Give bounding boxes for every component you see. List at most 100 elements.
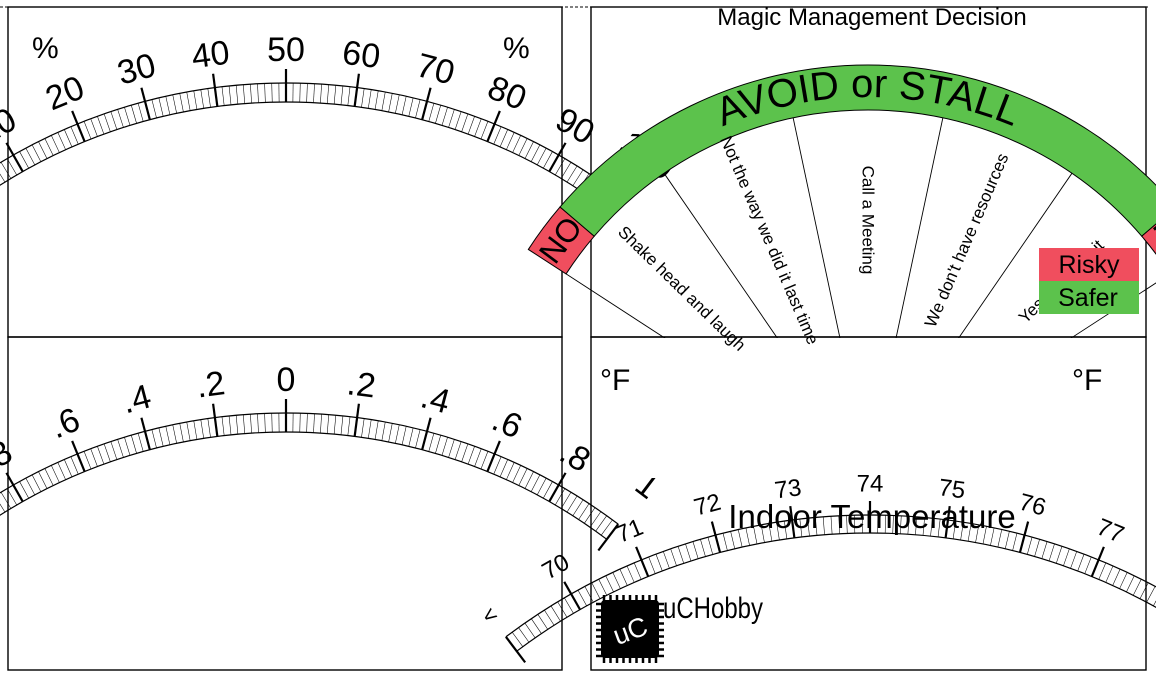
- minor-tick: [320, 414, 322, 434]
- major-tick: [421, 87, 432, 120]
- minor-tick: [1041, 541, 1048, 559]
- minor-tick: [518, 468, 528, 486]
- minor-tick: [589, 511, 602, 528]
- minor-tick: [51, 465, 60, 483]
- minor-ticks: [0, 413, 613, 536]
- minor-tick: [722, 533, 728, 551]
- minor-tick: [374, 420, 379, 440]
- uchobby-logo: uC uCHobby: [596, 590, 763, 663]
- minor-tick: [38, 471, 48, 489]
- minor-tick: [1012, 533, 1018, 551]
- minor-tick: [64, 459, 73, 477]
- minor-tick: [361, 88, 365, 108]
- minor-tick: [0, 173, 6, 183]
- tick-label: .8: [0, 433, 19, 480]
- minor-tick: [760, 524, 765, 543]
- minor-tick: [633, 562, 642, 580]
- minor-tick: [44, 138, 54, 156]
- scale-arc-inner: [0, 101, 608, 210]
- minor-tick: [186, 421, 191, 441]
- minor-tick: [648, 556, 656, 574]
- minor-tick: [193, 420, 198, 440]
- decision-legend: Risky Safer: [1039, 248, 1139, 314]
- minor-tick: [922, 517, 925, 536]
- minor-tick: [90, 118, 98, 137]
- minor-tick: [578, 503, 590, 520]
- minor-tick: [524, 471, 534, 489]
- minor-tick: [408, 97, 414, 117]
- decision-option: Not the way we did it last time: [716, 133, 822, 347]
- legend-risky-swatch: [1039, 248, 1139, 281]
- tick-label: .6: [487, 400, 528, 446]
- major-tick: [1090, 546, 1105, 577]
- minor-tick: [90, 448, 98, 467]
- minor-tick: [737, 529, 743, 548]
- minor-tick: [454, 441, 462, 460]
- minor-tick: [745, 527, 750, 546]
- minor-tick: [685, 543, 692, 562]
- minor-tick: [511, 632, 524, 647]
- minor-tick: [619, 569, 628, 586]
- major-tick: [548, 142, 567, 173]
- minor-tick: [257, 83, 259, 103]
- minor-tick: [415, 429, 421, 449]
- minor-tick: [124, 107, 131, 126]
- minor-tick: [493, 456, 502, 475]
- minor-tick: [967, 523, 972, 542]
- minor-tick: [982, 526, 987, 545]
- minor-tick: [6, 158, 18, 176]
- major-tick: [486, 440, 501, 472]
- decision-meter-panel: Magic Management Decision NOYESAVOID or …: [527, 4, 1156, 478]
- minor-tick: [368, 89, 372, 109]
- minor-tick: [340, 85, 344, 105]
- minor-tick: [530, 474, 541, 492]
- major-tick: [548, 472, 567, 503]
- minor-tick: [31, 144, 42, 162]
- minor-tick: [1055, 546, 1063, 564]
- minor-tick: [915, 516, 918, 535]
- temperature-unit-right: °F: [1072, 364, 1102, 397]
- major-tick: [353, 73, 360, 107]
- minor-tick: [0, 162, 12, 179]
- legend-risky-label: Risky: [1058, 251, 1120, 279]
- minor-tick: [601, 519, 613, 536]
- deflection-meter-panel: 1.8.6.4.20.2.4.6.81: [0, 361, 666, 552]
- minor-tick: [474, 118, 482, 137]
- major-tick: [140, 87, 151, 120]
- minor-tick: [531, 618, 542, 634]
- minor-tick: [207, 88, 211, 108]
- tick-label: .4: [417, 377, 454, 421]
- minor-tick: [512, 135, 521, 153]
- minor-tick: [692, 541, 699, 559]
- minor-tick: [461, 113, 469, 132]
- minor-tick: [768, 523, 773, 542]
- minor-tick: [937, 519, 941, 537]
- minor-tick: [572, 169, 584, 186]
- minor-tick: [1026, 537, 1033, 555]
- minor-tick: [626, 565, 635, 583]
- legend-safer-label: Safer: [1058, 284, 1118, 312]
- minor-tick: [381, 91, 386, 111]
- minor-tick: [799, 519, 803, 537]
- minor-tick: [536, 148, 547, 166]
- minor-tick: [1098, 562, 1107, 580]
- minor-tick: [1153, 600, 1156, 607]
- band-avoid: [559, 64, 1156, 237]
- percent-unit-left: %: [32, 32, 59, 65]
- minor-tick: [374, 90, 379, 110]
- minor-tick: [25, 148, 36, 166]
- major-tick: [5, 472, 24, 503]
- major-tick: [597, 523, 620, 552]
- minor-tick: [807, 518, 810, 537]
- minor-tick: [612, 572, 621, 589]
- minor-tick: [395, 94, 400, 114]
- minor-tick: [1004, 531, 1010, 549]
- tick-label: .4: [118, 377, 155, 421]
- minor-tick: [518, 627, 530, 643]
- major-tick: [563, 581, 582, 611]
- minor-tick: [566, 495, 578, 513]
- tick-label: 74: [857, 471, 884, 498]
- minor-tick: [598, 579, 608, 596]
- minor-tick: [512, 465, 521, 483]
- major-tick: [944, 506, 951, 539]
